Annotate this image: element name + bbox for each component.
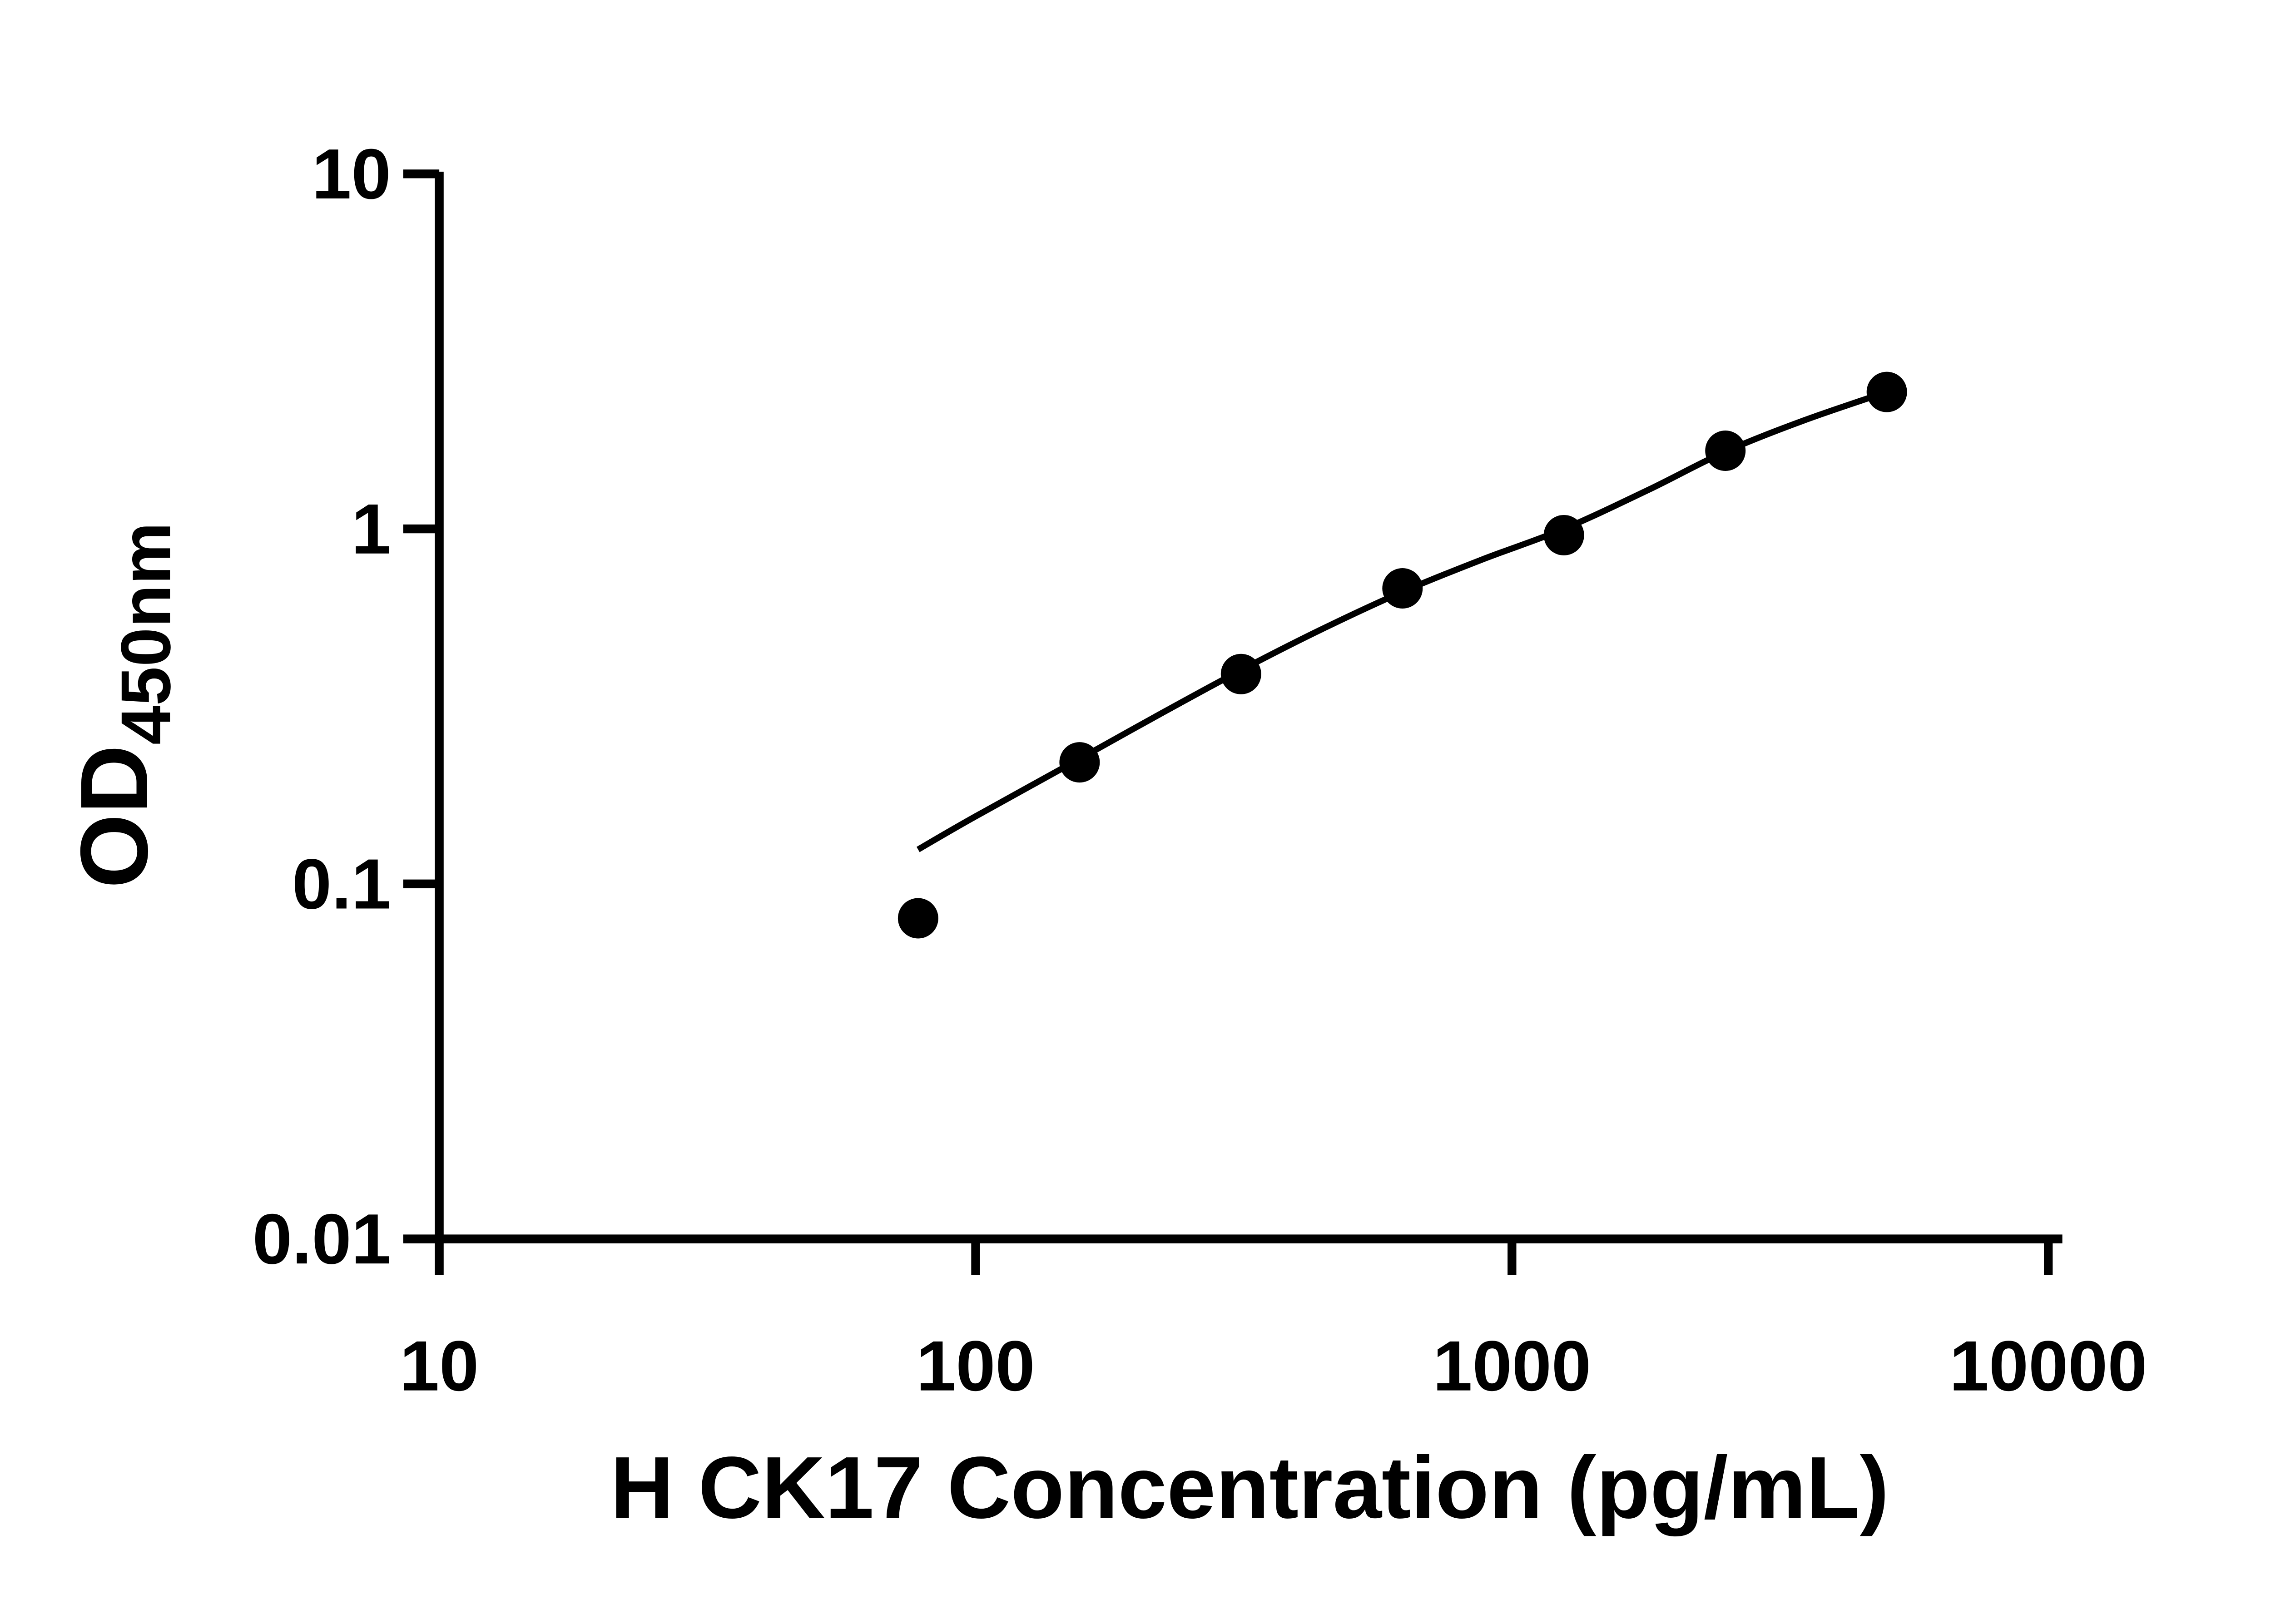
svg-text:OD450nm: OD450nm: [60, 522, 185, 888]
data-point: [1705, 431, 1746, 471]
y-tick-label: 10: [312, 134, 391, 214]
y-tick-label: 0.01: [253, 1199, 391, 1279]
data-point: [1866, 371, 1907, 412]
data-point: [1543, 515, 1584, 555]
x-tick-label: 10000: [1949, 1327, 2147, 1406]
data-point: [897, 898, 938, 939]
y-tick-label: 0.1: [292, 844, 391, 924]
y-axis-title-sub: 450nm: [106, 522, 185, 745]
x-tick-label: 1000: [1433, 1327, 1592, 1406]
y-axis-title: OD450nm: [60, 522, 185, 888]
y-tick-label: 1: [352, 490, 391, 569]
x-tick-label: 100: [916, 1327, 1035, 1406]
x-axis-title: H CK17 Concentration (pg/mL): [610, 1438, 1889, 1536]
y-axis-title-main: OD: [60, 745, 168, 888]
plot-area: 10 100 1000 10000 0.01 0.1 1 10: [253, 134, 2147, 1406]
x-tick-label: 10: [400, 1327, 479, 1406]
data-point: [1382, 568, 1423, 609]
data-point: [1059, 742, 1100, 783]
data-point: [1220, 654, 1261, 694]
